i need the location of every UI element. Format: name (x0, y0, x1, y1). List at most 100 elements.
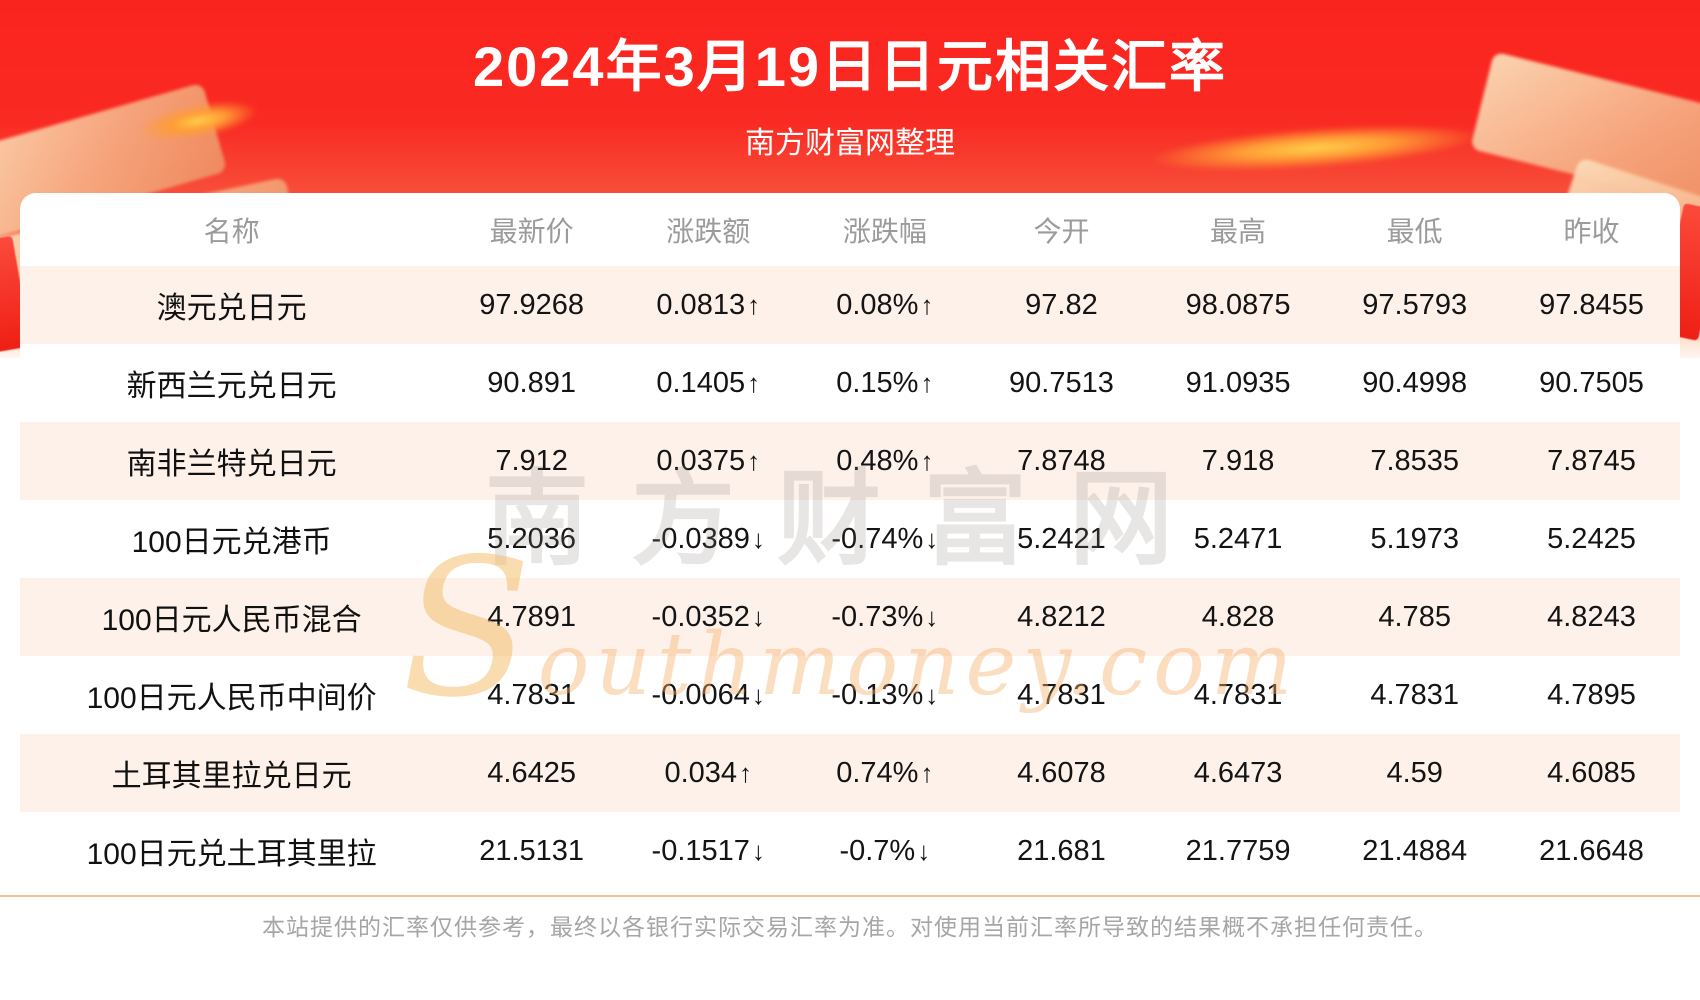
cell-open: 21.681 (1017, 834, 1106, 867)
cell-latest: 4.6425 (487, 756, 576, 789)
table-row: 澳元兑日元 97.9268 0.0813↑ 0.08%↑ 97.82 98.0875 97.… (20, 266, 1680, 344)
cell-prev-close: 7.8745 (1547, 444, 1636, 477)
cell-prev-close: 97.8455 (1539, 288, 1644, 321)
column-header-1: 最新价 (489, 215, 574, 247)
up-arrow-icon: ↑ (747, 445, 761, 476)
up-arrow-icon: ↑ (747, 289, 761, 320)
cell-change: -0.0064↓ (651, 678, 765, 711)
cell-high: 7.918 (1201, 444, 1275, 477)
cell-open: 4.7831 (1017, 678, 1106, 711)
column-header-0: 名称 (203, 215, 260, 247)
column-header-7: 昨收 (1563, 215, 1620, 247)
up-arrow-icon: ↑ (920, 445, 934, 476)
cell-open: 7.8748 (1017, 444, 1106, 477)
cell-latest: 21.5131 (479, 834, 585, 867)
cell-low: 7.8535 (1370, 444, 1460, 477)
column-header-3: 涨跌幅 (842, 215, 927, 247)
down-arrow-icon: ↓ (917, 835, 931, 866)
cell-prev-close: 4.8243 (1547, 600, 1636, 633)
down-arrow-icon: ↓ (925, 523, 939, 554)
down-arrow-icon: ↓ (925, 679, 939, 710)
cell-name: 100日元兑港币 (131, 526, 332, 559)
cell-change-pct: -0.13%↓ (831, 678, 939, 711)
footer-divider (0, 895, 1700, 897)
cell-low: 5.1973 (1370, 522, 1460, 555)
table-header-row: 名称 最新价 涨跌额 涨跌幅 今开 最高 最低 昨收 (20, 193, 1680, 266)
down-arrow-icon: ↓ (751, 679, 765, 710)
cell-low: 4.7831 (1370, 678, 1460, 711)
cell-low: 97.5793 (1362, 288, 1468, 321)
cell-low: 4.59 (1386, 756, 1443, 789)
up-arrow-icon: ↑ (747, 367, 761, 398)
rates-table: 名称 最新价 涨跌额 涨跌幅 今开 最高 最低 昨收 澳元兑日元 97.9268 0.0813↑ 0… (20, 193, 1680, 890)
cell-prev-close: 21.6648 (1539, 834, 1644, 867)
up-arrow-icon: ↑ (920, 367, 934, 398)
cell-name: 100日元人民币混合 (101, 604, 362, 637)
table-row: 新西兰元兑日元 90.891 0.1405↑ 0.15%↑ 90.7513 91.0935… (20, 344, 1680, 422)
table-row: 100日元兑土耳其里拉 21.5131 -0.1517↓ -0.7%↓ 21.681 21… (20, 812, 1680, 890)
table-row: 土耳其里拉兑日元 4.6425 0.034↑ 0.74%↑ 4.6078 4.6473 4.… (20, 734, 1680, 812)
down-arrow-icon: ↓ (925, 601, 939, 632)
cell-change: 0.1405↑ (656, 366, 761, 399)
cell-change: -0.0389↓ (651, 522, 765, 555)
down-arrow-icon: ↓ (751, 601, 765, 632)
cell-change-pct: -0.73%↓ (831, 600, 939, 633)
cell-open: 5.2421 (1017, 522, 1106, 555)
cell-latest: 4.7831 (487, 678, 576, 711)
cell-name: 土耳其里拉兑日元 (111, 760, 352, 793)
cell-prev-close: 4.7895 (1547, 678, 1636, 711)
cell-latest: 4.7891 (487, 600, 576, 633)
cell-prev-close: 90.7505 (1539, 366, 1644, 399)
down-arrow-icon: ↓ (751, 523, 765, 554)
cell-open: 4.6078 (1017, 756, 1106, 789)
page-subtitle: 南方财富网整理 (745, 127, 955, 160)
cell-high: 4.828 (1201, 600, 1275, 633)
cell-change-pct: 0.74%↑ (836, 756, 934, 789)
cell-name: 100日元人民币中间价 (86, 682, 377, 715)
up-arrow-icon: ↑ (739, 757, 753, 788)
cell-high: 4.6473 (1193, 756, 1283, 789)
cell-name: 100日元兑土耳其里拉 (86, 838, 377, 871)
cell-change-pct: -0.74%↓ (831, 522, 939, 555)
column-header-2: 涨跌额 (666, 215, 751, 247)
cell-prev-close: 4.6085 (1547, 756, 1636, 789)
cell-change: 0.034↑ (664, 756, 753, 789)
cell-open: 4.8212 (1017, 600, 1106, 633)
cell-high: 21.7759 (1185, 834, 1291, 867)
cell-change-pct: 0.48%↑ (836, 444, 934, 477)
cell-prev-close: 5.2425 (1547, 522, 1636, 555)
page-title: 2024年3月19日日元相关汇率 (472, 35, 1227, 98)
cell-name: 南非兰特兑日元 (126, 448, 337, 481)
footer-disclaimer: 本站提供的汇率仅供参考，最终以各银行实际交易汇率为准。对使用当前汇率所导致的结果… (262, 914, 1438, 940)
table-row: 100日元人民币混合 4.7891 -0.0352↓ -0.73%↓ 4.8212 4.8… (20, 578, 1680, 656)
cell-high: 5.2471 (1193, 522, 1283, 555)
cell-open: 97.82 (1025, 288, 1098, 321)
column-header-5: 最高 (1210, 215, 1267, 247)
cell-change: 0.0375↑ (656, 444, 761, 477)
cell-high: 4.7831 (1193, 678, 1283, 711)
cell-name: 澳元兑日元 (156, 292, 307, 325)
rates-table-body: 澳元兑日元 97.9268 0.0813↑ 0.08%↑ 97.82 98.0875 97.… (20, 266, 1680, 890)
cell-change: 0.0813↑ (656, 288, 761, 321)
column-header-4: 今开 (1033, 215, 1090, 247)
cell-change-pct: 0.15%↑ (836, 366, 934, 399)
table-row: 100日元兑港币 5.2036 -0.0389↓ -0.74%↓ 5.2421 5.247… (20, 500, 1680, 578)
cell-latest: 5.2036 (487, 522, 576, 555)
column-header-6: 最低 (1386, 215, 1443, 247)
cell-change: -0.1517↓ (651, 834, 765, 867)
cell-high: 91.0935 (1185, 366, 1291, 399)
up-arrow-icon: ↑ (920, 289, 934, 320)
cell-latest: 7.912 (495, 444, 568, 477)
cell-latest: 90.891 (487, 366, 576, 399)
table-row: 南非兰特兑日元 7.912 0.0375↑ 0.48%↑ 7.8748 7.918 7.85… (20, 422, 1680, 500)
cell-latest: 97.9268 (479, 288, 585, 321)
cell-name: 新西兰元兑日元 (126, 370, 337, 403)
cell-low: 21.4884 (1362, 834, 1468, 867)
up-arrow-icon: ↑ (920, 757, 934, 788)
table-row: 100日元人民币中间价 4.7831 -0.0064↓ -0.13%↓ 4.7831 4.… (20, 656, 1680, 734)
cell-change-pct: -0.7%↓ (839, 834, 931, 867)
cell-open: 90.7513 (1009, 366, 1114, 399)
cell-change-pct: 0.08%↑ (836, 288, 934, 321)
rates-card: 名称 最新价 涨跌额 涨跌幅 今开 最高 最低 昨收 澳元兑日元 97.9268 0.0813↑ 0… (20, 193, 1680, 890)
